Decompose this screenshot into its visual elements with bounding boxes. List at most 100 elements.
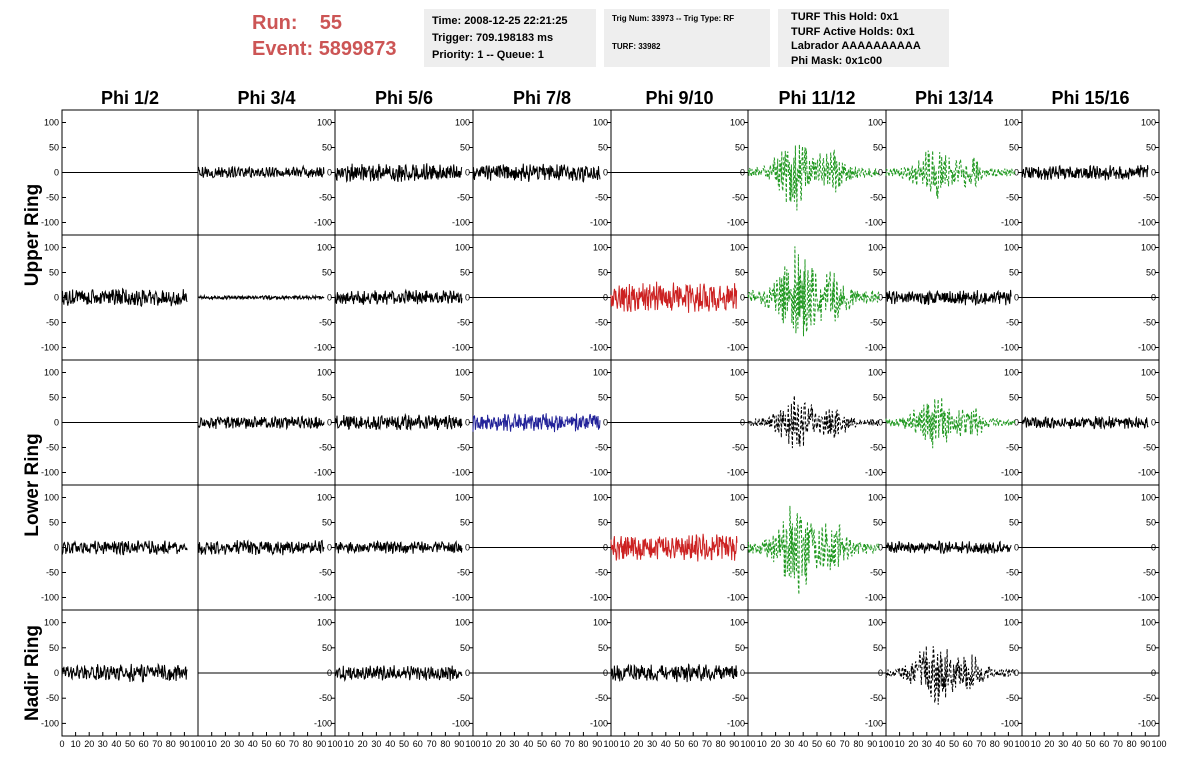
x-tick-label: 20: [496, 739, 506, 749]
y-tick-label: 100: [455, 618, 470, 628]
event-row: Event: 5899873: [252, 36, 397, 62]
waveform-trace: [885, 540, 1012, 555]
y-tick-label: 0: [465, 543, 470, 553]
y-tick-label: 50: [873, 268, 883, 278]
x-tick-label: 20: [908, 739, 918, 749]
column-header-8: Phi 15/16: [1051, 88, 1129, 108]
y-tick-label: 50: [49, 518, 59, 528]
x-tick-label: 20: [771, 739, 781, 749]
y-tick-label: 50: [1009, 643, 1019, 653]
y-tick-label: -50: [870, 693, 883, 703]
y-tick-label: 50: [735, 518, 745, 528]
x-tick-label: 40: [661, 739, 671, 749]
x-tick-label: 70: [976, 739, 986, 749]
x-tick-label: 80: [853, 739, 863, 749]
y-tick-label: -100: [41, 218, 59, 228]
y-tick-label: -50: [595, 443, 608, 453]
y-tick-label: 0: [327, 543, 332, 553]
y-tick-label: 50: [460, 518, 470, 528]
run-label: Run:: [252, 12, 298, 34]
y-tick-label: 50: [598, 393, 608, 403]
y-tick-label: -50: [457, 568, 470, 578]
y-tick-label: 0: [740, 293, 745, 303]
y-tick-label: 0: [327, 418, 332, 428]
y-tick-label: 100: [593, 493, 608, 503]
y-tick-label: 100: [1141, 618, 1156, 628]
y-tick-label: 100: [1141, 243, 1156, 253]
y-tick-label: -50: [1006, 193, 1019, 203]
x-tick-label: 100: [1014, 739, 1029, 749]
column-header-5: Phi 9/10: [645, 88, 713, 108]
y-tick-label: -50: [319, 443, 332, 453]
y-tick-label: 50: [1146, 518, 1156, 528]
y-tick-label: 0: [878, 418, 883, 428]
waveform-trace: [885, 645, 1016, 705]
y-tick-label: -50: [457, 193, 470, 203]
x-tick-label: 80: [578, 739, 588, 749]
y-tick-label: 0: [603, 418, 608, 428]
y-tick-label: -50: [319, 193, 332, 203]
x-tick-label: 10: [1031, 739, 1041, 749]
column-header-7: Phi 13/14: [915, 88, 993, 108]
waveform-trace: [197, 164, 325, 179]
y-tick-label: 100: [730, 118, 745, 128]
y-tick-label: 50: [322, 268, 332, 278]
waveform-trace: [747, 246, 880, 337]
x-tick-label: 80: [1127, 739, 1137, 749]
y-tick-label: -50: [46, 318, 59, 328]
x-tick-label: 90: [454, 739, 464, 749]
y-tick-label: -50: [1006, 693, 1019, 703]
y-tick-label: -50: [46, 693, 59, 703]
x-tick-label: 100: [603, 739, 618, 749]
waveform-trace: [334, 412, 463, 431]
x-tick-label: 40: [935, 739, 945, 749]
x-tick-label: 10: [620, 739, 630, 749]
x-tick-label: 50: [812, 739, 822, 749]
y-tick-label: 50: [873, 393, 883, 403]
x-tick-label: 60: [139, 739, 149, 749]
waveform-trace: [334, 665, 463, 682]
y-tick-label: -50: [1006, 568, 1019, 578]
x-tick-label: 20: [84, 739, 94, 749]
x-tick-label: 50: [399, 739, 409, 749]
y-tick-label: 0: [54, 418, 59, 428]
waveform-trace: [61, 287, 188, 308]
trig-num-line: Trig Num: 33973 -- Trig Type: RF: [612, 14, 735, 23]
y-tick-label: 50: [460, 393, 470, 403]
labrador-line: Labrador AAAAAAAAAA: [791, 40, 921, 52]
priority-line: Priority: 1 -- Queue: 1: [432, 49, 544, 61]
ring-label-3: Nadir Ring: [22, 625, 43, 721]
y-tick-label: -100: [1001, 468, 1019, 478]
y-tick-label: -100: [590, 718, 608, 728]
y-tick-label: 0: [1014, 168, 1019, 178]
event-value: 5899873: [318, 38, 397, 60]
y-tick-label: -50: [457, 443, 470, 453]
waveform-trace: [747, 505, 880, 595]
y-tick-label: 0: [1151, 418, 1156, 428]
y-tick-label: 50: [460, 643, 470, 653]
y-tick-label: -100: [452, 718, 470, 728]
y-tick-label: 100: [868, 618, 883, 628]
x-tick-label: 70: [565, 739, 575, 749]
y-tick-label: -100: [727, 593, 745, 603]
y-tick-label: 100: [44, 368, 59, 378]
x-tick-label: 30: [98, 739, 108, 749]
turf-active-holds-line: TURF Active Holds: 0x1: [791, 25, 915, 38]
y-tick-label: 100: [317, 618, 332, 628]
turf-info-box: TURF This Hold: 0x1 TURF Active Holds: 0…: [778, 9, 949, 67]
time-info-box: Time: 2008-12-25 22:21:25 Trigger: 709.1…: [424, 9, 596, 67]
y-tick-label: -50: [732, 568, 745, 578]
y-tick-label: 0: [1151, 168, 1156, 178]
y-tick-label: -50: [319, 318, 332, 328]
y-tick-label: 50: [598, 268, 608, 278]
y-tick-label: 50: [735, 268, 745, 278]
y-tick-label: -100: [41, 593, 59, 603]
y-tick-label: 50: [1009, 268, 1019, 278]
x-tick-label: 40: [523, 739, 533, 749]
y-tick-label: -100: [41, 718, 59, 728]
y-tick-label: 100: [455, 118, 470, 128]
y-tick-label: -50: [1143, 693, 1156, 703]
waveform-trace: [747, 395, 880, 449]
y-tick-label: 0: [327, 168, 332, 178]
y-tick-label: 100: [455, 493, 470, 503]
